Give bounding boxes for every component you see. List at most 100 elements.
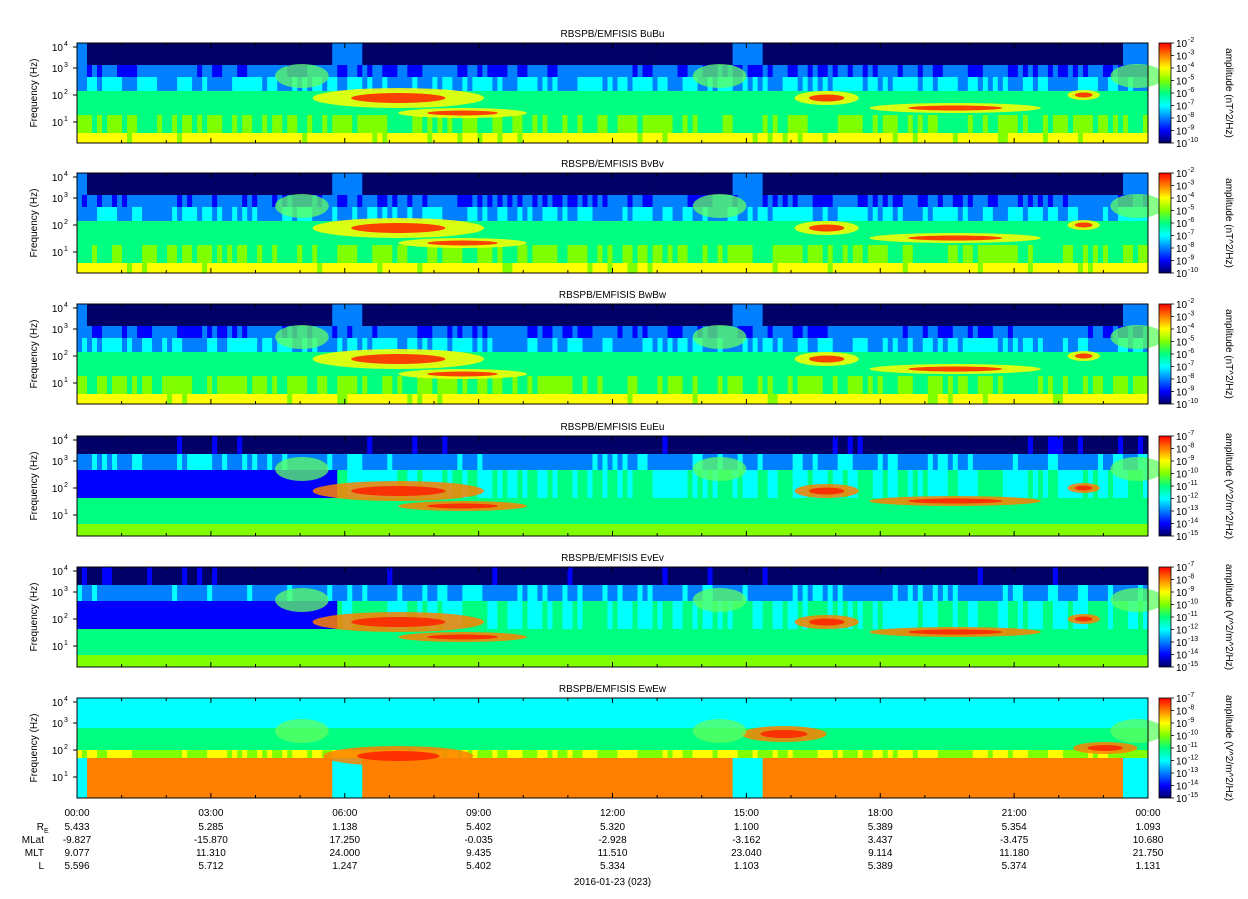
spectrogram-cell (1087, 115, 1094, 133)
spectrogram-cell (807, 173, 814, 195)
spectrogram-cell (492, 454, 498, 470)
plasmasphere-hiss (1110, 194, 1165, 218)
spectrogram-cell (942, 195, 949, 207)
spectrogram-cell (607, 115, 613, 133)
spectrogram-cell (127, 376, 133, 394)
spectrogram-cell (1027, 133, 1034, 143)
spectrogram-cell (597, 338, 603, 352)
spectrogram-cell (532, 245, 538, 263)
spectrogram-cell (842, 133, 849, 143)
spectrogram-cell (1097, 263, 1104, 273)
spectrogram-cell (447, 173, 453, 195)
spectrogram-cell (327, 524, 333, 536)
spectrogram-cell (982, 133, 989, 143)
spectrogram-cell (507, 207, 513, 221)
spectrogram-cell (157, 65, 163, 77)
spectrogram-cell (652, 304, 658, 326)
spectrogram-cell (877, 470, 884, 498)
spectrogram-cell (897, 304, 904, 326)
spectrogram-cell (442, 65, 448, 77)
spectrogram-cell (287, 436, 293, 454)
spectrogram-cell (707, 352, 713, 376)
spectrogram-cell (147, 436, 153, 454)
spectrogram-cell (907, 352, 914, 376)
spectrogram-cell (912, 115, 919, 133)
spectrogram-cell (547, 352, 553, 376)
spectrogram-cell (807, 338, 814, 352)
spectrogram-cell (462, 326, 468, 338)
spectrogram-cell (762, 195, 769, 207)
spectrogram-cell (892, 245, 899, 263)
spectrogram-cell (217, 454, 223, 470)
spectrogram-cell (202, 436, 208, 454)
spectrogram-cell (187, 115, 193, 133)
spectrogram-cell (552, 91, 558, 115)
spectrogram-cell (282, 43, 288, 65)
spectrogram-cell (177, 394, 183, 404)
spectrogram-cell (447, 65, 453, 77)
spectrogram-cell (517, 77, 523, 91)
spectrogram-cell (347, 376, 353, 394)
spectrogram-cell (1082, 326, 1089, 338)
spectrogram-cell (872, 352, 879, 376)
spectrogram-cell (432, 436, 438, 454)
spectrogram-cell (212, 394, 218, 404)
spectrogram-cell (222, 263, 228, 273)
spectrogram-cell (352, 115, 358, 133)
spectrogram-cell (967, 195, 974, 207)
spectrogram-cell (387, 394, 393, 404)
spectrogram-cell (1112, 173, 1119, 195)
spectrogram-cell (717, 470, 723, 498)
spectrogram-cell (497, 326, 503, 338)
spectrogram-cell (1037, 263, 1044, 273)
spectrogram-cell (377, 133, 383, 143)
spectrogram-cell (592, 77, 598, 91)
spectrogram-cell (617, 207, 623, 221)
spectrogram-cell (567, 304, 573, 326)
spectrogram-cell (677, 115, 683, 133)
spectrogram-cell (802, 207, 809, 221)
spectrogram-cell (442, 133, 448, 143)
spectrogram-cell (517, 470, 523, 498)
spectrogram-cell (207, 326, 213, 338)
spectrogram-cell (912, 173, 919, 195)
spectrogram-cell (932, 115, 939, 133)
spectrogram-cell (602, 207, 608, 221)
spectrogram-cell (187, 338, 193, 352)
spectrogram-cell (297, 263, 303, 273)
spectrogram-cell (452, 207, 458, 221)
spectrogram-cell (122, 245, 128, 263)
spectrogram-cell (712, 394, 718, 404)
spectrogram-cell (397, 436, 403, 454)
spectrogram-cell (1077, 304, 1084, 326)
spectrogram-cell (732, 91, 739, 115)
spectrogram-cell (637, 436, 643, 454)
spectrogram-cell (827, 65, 834, 77)
spectrogram-cell (732, 221, 739, 245)
spectrogram-cell (352, 245, 358, 263)
spectrogram-cell (107, 326, 113, 338)
spectrogram-cell (122, 77, 128, 91)
spectrogram-cell (207, 77, 213, 91)
spectrogram-cell (1017, 394, 1024, 404)
spectrogram-cell (597, 263, 603, 273)
spectrogram-cell (107, 221, 113, 245)
y-tick-exponent: 1 (64, 377, 68, 384)
spectrogram-cell (802, 436, 809, 454)
spectrogram-cell (717, 352, 723, 376)
spectrogram-cell (1072, 43, 1079, 65)
colorbar-tick-exponent: -8 (1188, 112, 1194, 119)
spectrogram-cell (1022, 115, 1029, 133)
spectrogram-cell (452, 436, 458, 454)
spectrogram-cell (162, 221, 168, 245)
spectrogram-cell (647, 133, 653, 143)
spectrogram-cell (457, 65, 463, 77)
spectrogram-cell (587, 221, 593, 245)
spectrogram-cell (577, 304, 583, 326)
spectrogram-cell (1072, 394, 1079, 404)
spectrogram-cell (952, 394, 959, 404)
spectrogram-cell (417, 338, 423, 352)
spectrogram-cell (202, 376, 208, 394)
spectrogram-cell (772, 65, 779, 77)
spectrogram-cell (292, 524, 298, 536)
